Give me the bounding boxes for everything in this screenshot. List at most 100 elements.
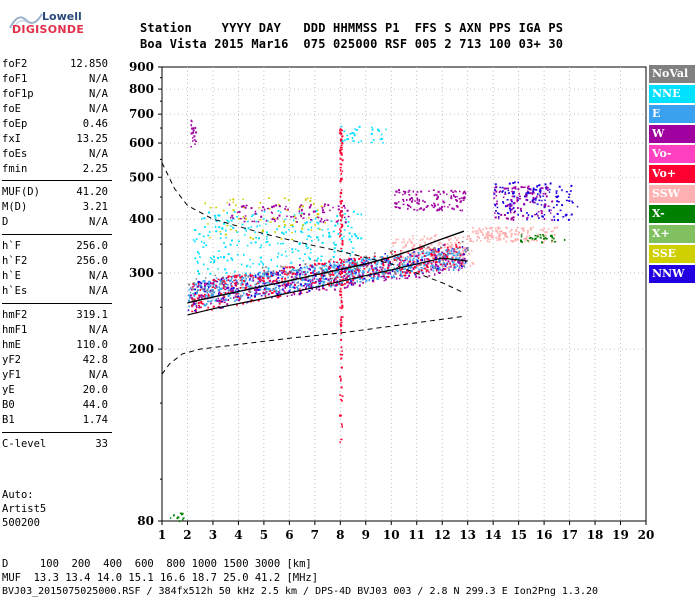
echo-point xyxy=(571,202,574,204)
echo-point xyxy=(448,266,450,268)
echo-point xyxy=(240,276,243,279)
echo-point xyxy=(397,238,400,241)
echo-point xyxy=(201,288,204,290)
param-value: N/A xyxy=(89,216,108,228)
echo-point xyxy=(437,203,439,206)
echo-point xyxy=(312,269,315,272)
echo-point xyxy=(255,237,258,239)
echo-point xyxy=(415,193,418,196)
echo-point xyxy=(261,277,264,279)
echo-point xyxy=(494,189,496,192)
echo-point xyxy=(271,280,274,283)
echo-point xyxy=(523,186,526,188)
echo-point xyxy=(438,242,441,244)
echo-point xyxy=(229,280,231,283)
echo-point xyxy=(277,291,280,294)
echo-point xyxy=(397,206,400,209)
echo-point xyxy=(535,240,538,242)
echo-point xyxy=(180,513,183,516)
echo-point xyxy=(337,219,339,222)
echo-point xyxy=(240,282,242,285)
echo-point xyxy=(393,258,396,261)
echo-point xyxy=(316,259,318,262)
echo-point xyxy=(249,297,252,299)
echo-point xyxy=(377,276,380,279)
echo-point xyxy=(518,195,521,198)
echo-point xyxy=(273,272,276,274)
echo-point xyxy=(339,273,342,276)
param-row: hmE 110.0 xyxy=(2,339,108,353)
echo-point xyxy=(329,264,331,266)
echo-point xyxy=(413,244,416,247)
echo-point xyxy=(193,298,196,301)
echo-point xyxy=(274,220,276,223)
echo-point xyxy=(495,190,498,193)
echo-point xyxy=(217,214,219,217)
echo-point xyxy=(308,286,310,288)
echo-point xyxy=(529,227,532,229)
echo-point xyxy=(449,265,452,267)
echo-point xyxy=(422,199,424,202)
echo-point xyxy=(200,302,203,305)
echo-point xyxy=(424,242,427,244)
echo-point xyxy=(308,278,311,281)
echo-point xyxy=(299,269,301,272)
echo-point xyxy=(194,310,197,312)
echo-point xyxy=(285,255,288,257)
echo-point xyxy=(555,192,558,195)
echo-point xyxy=(321,280,324,283)
echo-point xyxy=(348,238,351,241)
echo-point xyxy=(308,268,311,270)
echo-point xyxy=(290,261,293,264)
echo-point xyxy=(340,259,343,262)
echo-point xyxy=(565,191,568,193)
echo-point xyxy=(265,291,267,294)
echo-point xyxy=(518,198,521,200)
echo-point xyxy=(249,274,251,276)
echo-point xyxy=(414,261,417,264)
echo-point xyxy=(406,277,409,279)
echo-point xyxy=(345,276,348,279)
echo-point xyxy=(194,126,197,129)
echo-point xyxy=(341,262,344,265)
echo-point xyxy=(236,231,239,233)
echo-point xyxy=(254,286,257,289)
echo-point xyxy=(522,230,525,232)
echo-point xyxy=(546,186,549,189)
echo-point xyxy=(261,229,264,231)
echo-point xyxy=(328,266,330,268)
echo-point xyxy=(284,224,287,227)
echo-point xyxy=(419,264,422,266)
echo-point xyxy=(220,298,223,300)
echo-point xyxy=(495,195,498,197)
param-separator xyxy=(2,303,112,304)
echo-point xyxy=(315,287,318,290)
echo-point xyxy=(204,277,207,279)
echo-point xyxy=(291,238,294,241)
echo-point xyxy=(404,192,406,195)
echo-point xyxy=(464,262,467,265)
echo-point xyxy=(402,271,404,274)
echo-point xyxy=(272,280,275,282)
echo-point xyxy=(407,252,410,254)
echo-point xyxy=(511,217,514,220)
echo-point xyxy=(494,203,496,206)
echo-point xyxy=(362,279,364,281)
echo-point xyxy=(344,221,347,224)
echo-point xyxy=(525,198,528,201)
echo-point xyxy=(242,276,245,279)
echo-point xyxy=(348,262,351,265)
echo-point xyxy=(203,295,205,298)
echo-point xyxy=(330,279,333,282)
echo-point xyxy=(169,517,172,519)
echo-point xyxy=(349,133,352,135)
x-tick-label: 11 xyxy=(408,528,425,542)
echo-point xyxy=(458,254,460,256)
echo-point xyxy=(254,210,257,213)
echo-point xyxy=(246,265,248,268)
echo-point xyxy=(341,154,343,156)
echo-point xyxy=(370,274,373,277)
echo-point xyxy=(341,304,344,307)
echo-point xyxy=(476,230,479,232)
echo-point xyxy=(449,237,452,240)
